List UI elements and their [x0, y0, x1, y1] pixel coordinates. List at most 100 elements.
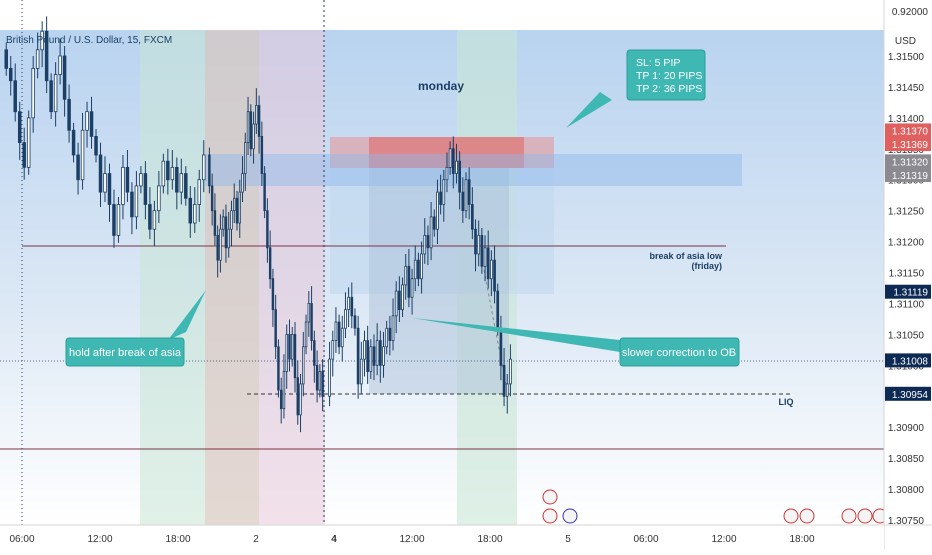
- candle-body: [509, 358, 512, 385]
- candle-body: [307, 303, 311, 323]
- candle-body: [426, 235, 430, 249]
- price-tag-label: 1.31369: [892, 140, 929, 151]
- price-tag: [885, 137, 931, 152]
- candle-body: [266, 210, 269, 249]
- candle-body: [179, 173, 184, 193]
- measure-zone: [369, 168, 509, 394]
- candle-body: [372, 346, 376, 366]
- callout-pointer-correction: [412, 318, 620, 352]
- candle-body: [193, 204, 197, 224]
- candle-body: [230, 210, 233, 230]
- order-block-zone: [205, 154, 742, 186]
- candle-body: [439, 191, 442, 205]
- flag-icon[interactable]: [783, 508, 799, 524]
- candle-body: [464, 179, 468, 212]
- callout-pointer-trade: [566, 92, 612, 128]
- candle-body: [398, 290, 401, 311]
- flag-icon[interactable]: [542, 489, 558, 505]
- candle-body: [157, 185, 161, 212]
- candle-body: [369, 346, 373, 372]
- candle-body: [257, 105, 261, 137]
- candle-body: [291, 333, 294, 360]
- break-asia-label-2: (friday): [691, 261, 722, 271]
- session-shade-asia: [259, 30, 325, 525]
- price-axis[interactable]: [884, 0, 932, 550]
- candle-body: [143, 173, 148, 205]
- flag-icon[interactable]: [857, 508, 873, 524]
- candle-body: [130, 191, 134, 218]
- time-axis[interactable]: [0, 525, 884, 550]
- candle-body: [296, 377, 299, 416]
- candle-body: [493, 259, 496, 292]
- candle-body: [139, 173, 143, 187]
- candle-body: [80, 129, 85, 181]
- candle-body: [442, 179, 446, 205]
- candle-body: [71, 129, 76, 156]
- flag-icon[interactable]: [799, 508, 815, 524]
- trade-range-zone: [330, 168, 554, 294]
- price-tick-label: 1.31400: [888, 114, 925, 125]
- candle-body: [285, 333, 288, 372]
- candle-body: [210, 185, 214, 212]
- candle-body: [244, 142, 247, 174]
- candle-body: [76, 154, 80, 181]
- price-tick-label: 1.31500: [888, 52, 925, 63]
- candle-body: [263, 173, 266, 212]
- candle-body: [477, 235, 481, 255]
- price-tag: [885, 154, 931, 169]
- price-tag-label: 1.30954: [892, 390, 929, 401]
- price-tag-label: 1.31320: [892, 157, 929, 168]
- callout-hold-box: [65, 337, 185, 367]
- candle-body: [394, 290, 398, 317]
- projection-dashed: [483, 269, 507, 386]
- candle-body: [451, 148, 455, 174]
- time-tick-label: 12:00: [711, 534, 736, 545]
- candle-body: [328, 358, 331, 397]
- flag-icon[interactable]: [841, 508, 857, 524]
- candle-body: [313, 340, 316, 366]
- candle-body: [455, 160, 458, 174]
- candle-body: [224, 216, 228, 249]
- candle-body: [8, 67, 13, 82]
- candle-body: [474, 228, 477, 255]
- currency-label: USD: [895, 36, 916, 47]
- candle-body: [304, 321, 308, 348]
- candle-body: [170, 166, 175, 181]
- flag-icon[interactable]: [542, 508, 558, 524]
- callout-correction-box: [619, 337, 740, 367]
- candle-body: [58, 55, 62, 75]
- candle-body: [337, 321, 341, 348]
- flag-icon[interactable]: [562, 508, 578, 524]
- candle-body: [13, 80, 17, 113]
- time-tick-label: 4: [331, 534, 337, 545]
- candle-body: [40, 30, 44, 51]
- candle-body: [121, 166, 125, 205]
- candle-body: [98, 154, 103, 193]
- candle-body: [299, 383, 302, 416]
- candle-body: [502, 364, 506, 397]
- liq-label: LIQ: [779, 397, 794, 407]
- candle-body: [350, 296, 354, 317]
- price-tag-label: 1.31119: [893, 288, 928, 299]
- candle-body: [480, 235, 484, 267]
- candle-body: [246, 111, 250, 144]
- time-tick-label: 18:00: [165, 534, 190, 545]
- price-tick-label: 1.31100: [889, 299, 925, 310]
- candle-body: [407, 265, 411, 298]
- price-tag: [885, 167, 931, 182]
- time-tick-label: 5: [565, 534, 571, 545]
- callout-correction-text: slower correction to OB: [622, 347, 736, 359]
- candle-body: [44, 30, 49, 82]
- candle-body: [382, 346, 385, 366]
- candlestick-series: [4, 16, 512, 433]
- candle-body: [166, 160, 170, 181]
- candle-body: [62, 55, 67, 100]
- candle-body: [490, 259, 493, 280]
- candle-body: [26, 117, 31, 168]
- candle-body: [271, 278, 275, 311]
- candle-body: [401, 284, 404, 311]
- price-tag-label: 1.31319: [892, 171, 929, 182]
- time-tick-label: 2: [253, 534, 259, 545]
